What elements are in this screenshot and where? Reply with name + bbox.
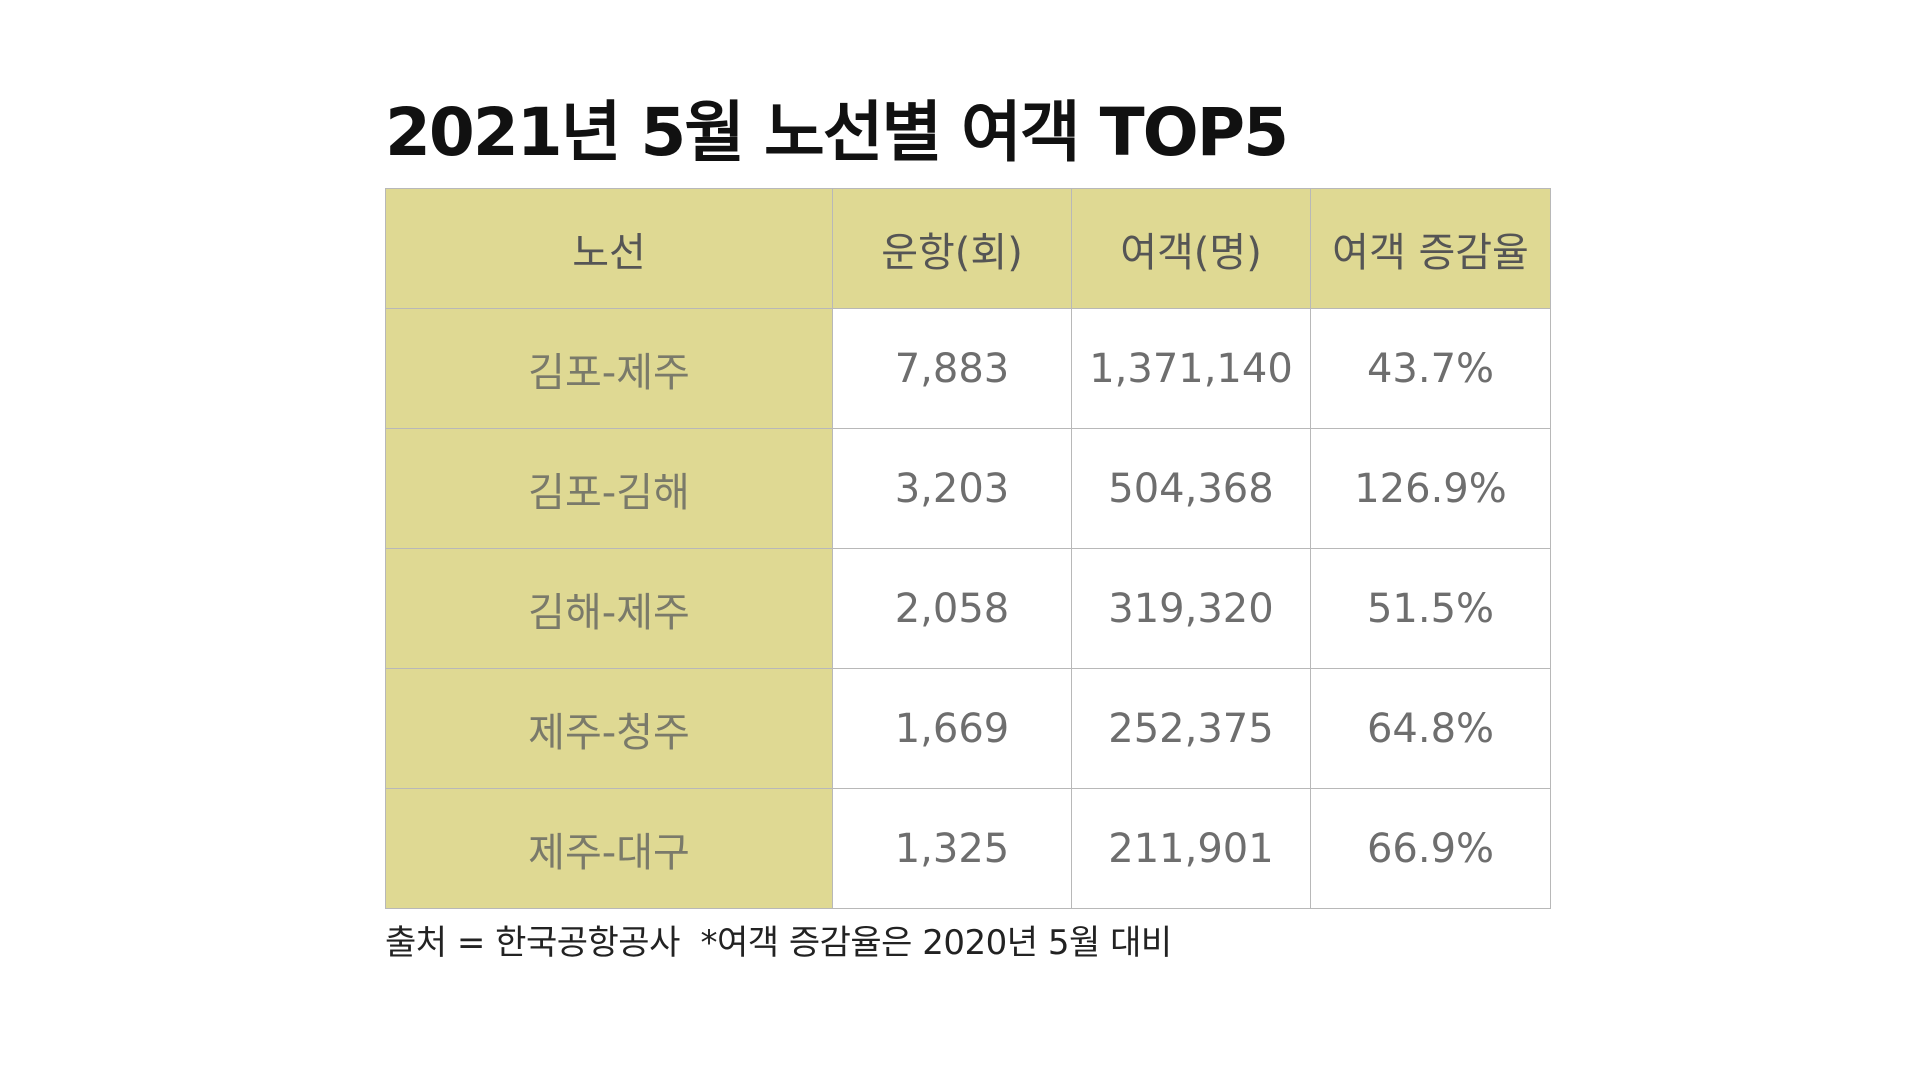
route-cell: 제주-청주 xyxy=(385,668,833,789)
table-row: 제주-청주 1,669 252,375 64.8% xyxy=(385,668,1551,789)
change-cell: 64.8% xyxy=(1310,668,1551,789)
source-footnote: 출처 = 한국공항공사 *여객 증감율은 2020년 5월 대비 xyxy=(385,923,1172,963)
change-cell: 43.7% xyxy=(1310,308,1551,429)
table-header-row: 노선 운항(회) 여객(명) 여객 증감율 xyxy=(385,188,1551,309)
flights-cell: 7,883 xyxy=(832,308,1072,429)
header-change: 여객 증감율 xyxy=(1310,188,1551,309)
header-route: 노선 xyxy=(385,188,833,309)
header-passengers: 여객(명) xyxy=(1071,188,1311,309)
passengers-cell: 504,368 xyxy=(1071,428,1311,549)
flights-cell: 1,669 xyxy=(832,668,1072,789)
passengers-cell: 1,371,140 xyxy=(1071,308,1311,429)
route-cell: 제주-대구 xyxy=(385,788,833,909)
passengers-cell: 319,320 xyxy=(1071,548,1311,669)
passengers-cell: 211,901 xyxy=(1071,788,1311,909)
passengers-cell: 252,375 xyxy=(1071,668,1311,789)
change-cell: 126.9% xyxy=(1310,428,1551,549)
table-row: 김포-제주 7,883 1,371,140 43.7% xyxy=(385,308,1551,429)
route-cell: 김해-제주 xyxy=(385,548,833,669)
table-row: 제주-대구 1,325 211,901 66.9% xyxy=(385,788,1551,909)
flights-cell: 3,203 xyxy=(832,428,1072,549)
route-cell: 김포-김해 xyxy=(385,428,833,549)
routes-table: 노선 운항(회) 여객(명) 여객 증감율 김포-제주 7,883 1,371,… xyxy=(385,188,1551,909)
change-cell: 51.5% xyxy=(1310,548,1551,669)
flights-cell: 2,058 xyxy=(832,548,1072,669)
change-cell: 66.9% xyxy=(1310,788,1551,909)
header-flights: 운항(회) xyxy=(832,188,1072,309)
table-row: 김해-제주 2,058 319,320 51.5% xyxy=(385,548,1551,669)
route-cell: 김포-제주 xyxy=(385,308,833,429)
flights-cell: 1,325 xyxy=(832,788,1072,909)
table-row: 김포-김해 3,203 504,368 126.9% xyxy=(385,428,1551,549)
page-title: 2021년 5월 노선별 여객 TOP5 xyxy=(385,94,1289,171)
